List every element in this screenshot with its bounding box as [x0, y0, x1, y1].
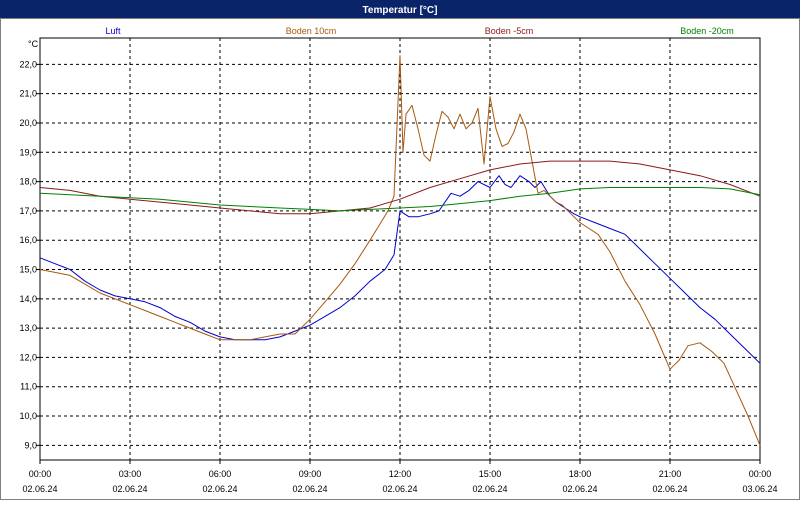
y-tick-label: 15,0	[19, 265, 37, 275]
x-tick-date: 02.06.24	[382, 484, 417, 494]
x-tick-date: 02.06.24	[472, 484, 507, 494]
chart-title: Temperatur [°C]	[363, 5, 438, 16]
x-tick-time: 03:00	[119, 469, 142, 479]
x-axis: 00:00 02.06.24 03:00 02.06.24 06:00 02.06.24 0…	[22, 460, 778, 494]
x-tick-date: 03.06.24	[742, 484, 777, 494]
series-line	[39, 187, 761, 212]
x-tick-time: 00:00	[29, 469, 52, 479]
title-bar	[0, 0, 800, 18]
y-tick-label: 14,0	[19, 294, 37, 304]
x-tick-time: 15:00	[479, 469, 502, 479]
x-tick-time: 18:00	[569, 469, 592, 479]
gridlines	[40, 38, 760, 460]
y-tick-label: 10,0	[19, 411, 37, 421]
x-tick-time: 06:00	[209, 469, 232, 479]
series-line	[39, 175, 761, 364]
y-tick-label: 11,0	[20, 382, 37, 392]
y-tick-label: 18,0	[19, 177, 37, 187]
y-tick-label: 16,0	[19, 235, 37, 245]
series-group	[39, 55, 761, 446]
x-tick-date: 02.06.24	[562, 484, 597, 494]
y-axis-unit: °C	[28, 39, 39, 49]
series-line	[39, 160, 761, 215]
legend-entry: Boden 10cm	[286, 26, 337, 36]
x-tick-date: 02.06.24	[292, 484, 327, 494]
chart-frame	[0, 18, 800, 500]
y-tick-label: 17,0	[19, 206, 37, 216]
x-tick-date: 02.06.24	[202, 484, 237, 494]
x-tick-time: 09:00	[299, 469, 322, 479]
y-tick-label: 21,0	[19, 89, 37, 99]
x-tick-date: 02.06.24	[22, 484, 57, 494]
y-tick-label: 19,0	[19, 147, 37, 157]
y-tick-label: 9,0	[24, 440, 37, 450]
x-tick-date: 02.06.24	[652, 484, 687, 494]
y-axis: 22,0 21,0 20,0 19,0 18,0 17,0 16,0 15,0 14,0 13,0…	[19, 59, 40, 450]
legend: Luft Boden 10cm Boden -5cm Boden -20cm	[105, 26, 733, 36]
x-tick-time: 12:00	[389, 469, 412, 479]
y-tick-label: 12,0	[19, 352, 37, 362]
y-tick-label: 20,0	[19, 118, 37, 128]
legend-entry: Luft	[105, 26, 121, 36]
legend-entry: Boden -5cm	[485, 26, 534, 36]
legend-entry: Boden -20cm	[680, 26, 734, 36]
y-tick-label: 13,0	[19, 323, 37, 333]
series-line	[39, 55, 761, 446]
x-tick-time: 21:00	[659, 469, 682, 479]
x-tick-time: 00:00	[749, 469, 772, 479]
y-tick-label: 22,0	[19, 59, 37, 69]
x-tick-date: 02.06.24	[112, 484, 147, 494]
